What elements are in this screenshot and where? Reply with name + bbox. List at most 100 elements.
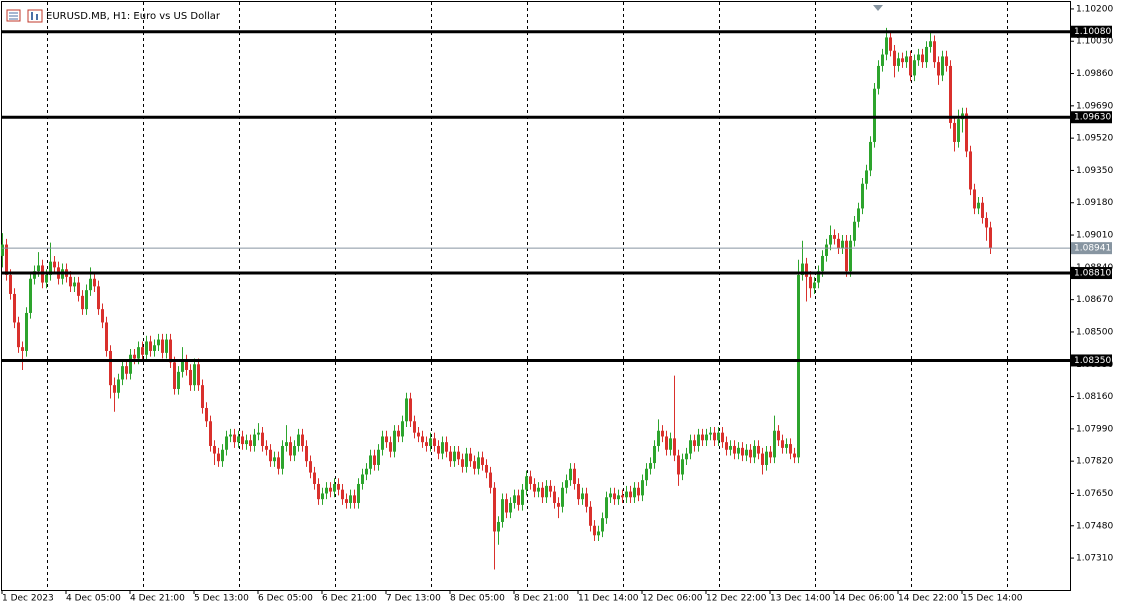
candle-body bbox=[425, 442, 428, 446]
candle-body bbox=[957, 119, 960, 142]
candle-body bbox=[253, 434, 256, 446]
level-box bbox=[1071, 267, 1112, 280]
candle-body bbox=[453, 451, 456, 462]
candle-body bbox=[421, 436, 424, 443]
candle-body bbox=[245, 440, 248, 445]
candle-body bbox=[769, 451, 772, 458]
y-tick-label: 1.09180 bbox=[1076, 198, 1113, 208]
candle-body bbox=[809, 276, 812, 289]
candle-body bbox=[553, 491, 556, 503]
candle-body bbox=[497, 521, 500, 532]
candle-body bbox=[261, 432, 264, 446]
level-label: 1.08350 bbox=[1074, 356, 1111, 366]
candle-body bbox=[949, 65, 952, 123]
candle-body bbox=[973, 189, 976, 209]
candle-body bbox=[177, 371, 180, 389]
candle-body bbox=[17, 322, 20, 348]
candle-body bbox=[365, 468, 368, 475]
candle-body bbox=[629, 491, 632, 498]
candle-body bbox=[773, 430, 776, 458]
candle-body bbox=[869, 141, 872, 171]
marks bbox=[1, 27, 992, 570]
candle-body bbox=[593, 525, 596, 536]
y-tick-label: 1.10200 bbox=[1076, 4, 1113, 14]
candle-body bbox=[529, 476, 532, 484]
candle-body bbox=[717, 432, 720, 441]
candle-body bbox=[737, 447, 740, 454]
y-tick-label: 1.07990 bbox=[1076, 424, 1113, 434]
candle-body bbox=[229, 434, 232, 437]
candle-body bbox=[321, 493, 324, 500]
candle-body bbox=[393, 430, 396, 452]
candle-body bbox=[281, 445, 284, 469]
candle-body bbox=[197, 364, 200, 386]
candle-body bbox=[113, 385, 116, 393]
x-tick-label: 6 Dec 05:00 bbox=[258, 594, 313, 604]
candle-body bbox=[945, 56, 948, 66]
candle-body bbox=[49, 261, 52, 275]
x-tick-label: 8 Dec 21:00 bbox=[514, 594, 569, 604]
candle-body bbox=[329, 487, 332, 492]
y-tick-label: 1.07310 bbox=[1076, 554, 1113, 564]
candle-body bbox=[209, 421, 212, 446]
y-tick-label: 1.09520 bbox=[1076, 134, 1113, 144]
plot-frame bbox=[1, 1, 1071, 591]
candle-body bbox=[429, 438, 432, 446]
candle-body bbox=[917, 54, 920, 61]
candle-body bbox=[77, 282, 80, 296]
chart-icon[interactable] bbox=[27, 9, 43, 23]
candle-body bbox=[157, 339, 160, 346]
candle-body bbox=[569, 468, 572, 481]
y-tick-label: 1.09350 bbox=[1076, 166, 1113, 176]
candle-body bbox=[265, 445, 268, 450]
candle-body bbox=[505, 499, 508, 513]
candle-body bbox=[793, 453, 796, 458]
candle-body bbox=[641, 480, 644, 496]
x-tick-label: 13 Dec 14:00 bbox=[770, 594, 831, 604]
candle-body bbox=[1, 244, 4, 256]
level-box bbox=[1071, 111, 1112, 124]
candle-body bbox=[221, 449, 224, 462]
candle-body bbox=[577, 483, 580, 500]
candle-body bbox=[45, 274, 48, 283]
candle-body bbox=[721, 432, 724, 443]
candle-body bbox=[521, 489, 524, 505]
candle-body bbox=[969, 151, 972, 190]
candle-body bbox=[361, 474, 364, 484]
candle-body bbox=[545, 485, 548, 498]
candle-body bbox=[313, 472, 316, 484]
candle-body bbox=[745, 449, 748, 456]
y-tick-label: 1.07480 bbox=[1076, 521, 1113, 531]
y-tick-label: 1.09860 bbox=[1076, 69, 1113, 79]
y-tick-label: 1.08670 bbox=[1076, 295, 1113, 305]
candle-body bbox=[893, 50, 896, 66]
candle-body bbox=[21, 347, 24, 351]
candle-body bbox=[277, 457, 280, 469]
candle-body bbox=[145, 341, 148, 355]
candle-body bbox=[953, 122, 956, 142]
candle-body bbox=[25, 312, 28, 351]
candle-body bbox=[173, 362, 176, 389]
candle-body bbox=[857, 208, 860, 222]
candle-body bbox=[237, 436, 240, 443]
candle-body bbox=[81, 295, 84, 310]
candle-body bbox=[345, 499, 348, 503]
candle-body bbox=[649, 463, 652, 469]
candle-body bbox=[169, 339, 172, 363]
candle-body bbox=[289, 442, 292, 456]
shift-marker[interactable] bbox=[873, 5, 883, 11]
candle-body bbox=[153, 345, 156, 351]
candle-body bbox=[413, 421, 416, 433]
candle-body bbox=[517, 495, 520, 505]
candle-body bbox=[589, 506, 592, 526]
candle-body bbox=[785, 444, 788, 448]
candle-body bbox=[297, 434, 300, 446]
y-tick-label: 1.08160 bbox=[1076, 392, 1113, 402]
level-label: 1.08810 bbox=[1074, 269, 1111, 279]
current-price-box bbox=[1071, 242, 1112, 255]
candle-body bbox=[841, 240, 844, 249]
candle-body bbox=[105, 322, 108, 351]
level-label: 1.09630 bbox=[1074, 113, 1111, 123]
level-label: 1.10080 bbox=[1074, 27, 1111, 37]
current-price-label: 1.08941 bbox=[1074, 244, 1111, 254]
